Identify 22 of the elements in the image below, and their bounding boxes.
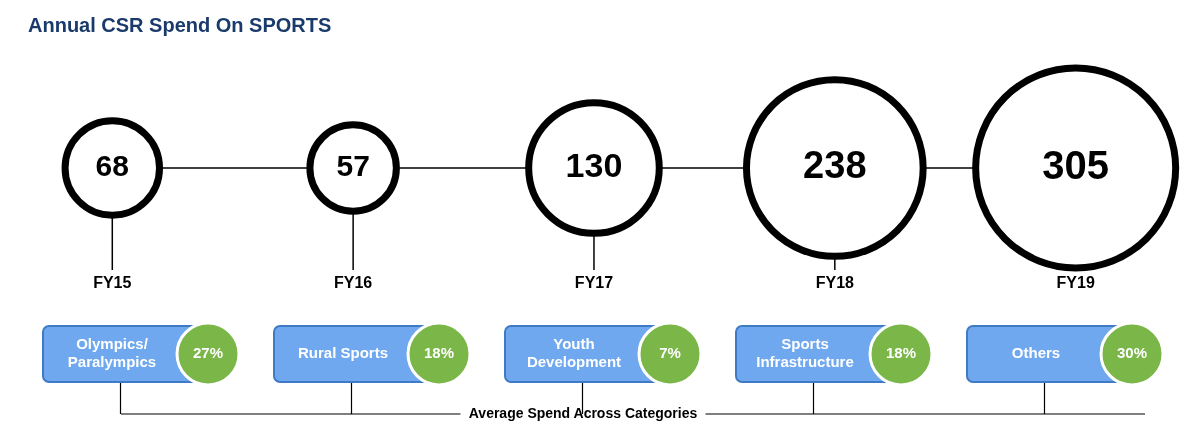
data-label: 57 <box>336 149 370 183</box>
data-label: 30% <box>1116 344 1148 362</box>
category-label: Others <box>1011 344 1061 362</box>
data-label: 130 <box>565 146 623 185</box>
data-label: 18% <box>423 344 455 362</box>
text: Average Spend Across Categories <box>468 404 698 421</box>
category-label: Olympics/ Paralympics <box>67 335 157 371</box>
category-label: Youth Development <box>526 335 622 371</box>
category-label: FY19 <box>1056 274 1095 292</box>
data-label: 27% <box>192 344 224 362</box>
category-label: FY18 <box>815 274 855 292</box>
category-label: FY15 <box>93 274 132 292</box>
data-label: 18% <box>885 344 917 362</box>
data-label: 305 <box>1042 143 1110 188</box>
text: Annual CSR Spend On SPORTS <box>28 13 332 36</box>
category-label: Sports Infrastructure <box>756 335 854 371</box>
data-label: 7% <box>659 344 681 362</box>
data-label: 238 <box>803 144 867 187</box>
data-label: 68 <box>95 149 129 183</box>
category-label: FY16 <box>334 274 373 292</box>
category-label: FY17 <box>574 274 614 292</box>
category-label: Rural Sports <box>297 344 389 362</box>
